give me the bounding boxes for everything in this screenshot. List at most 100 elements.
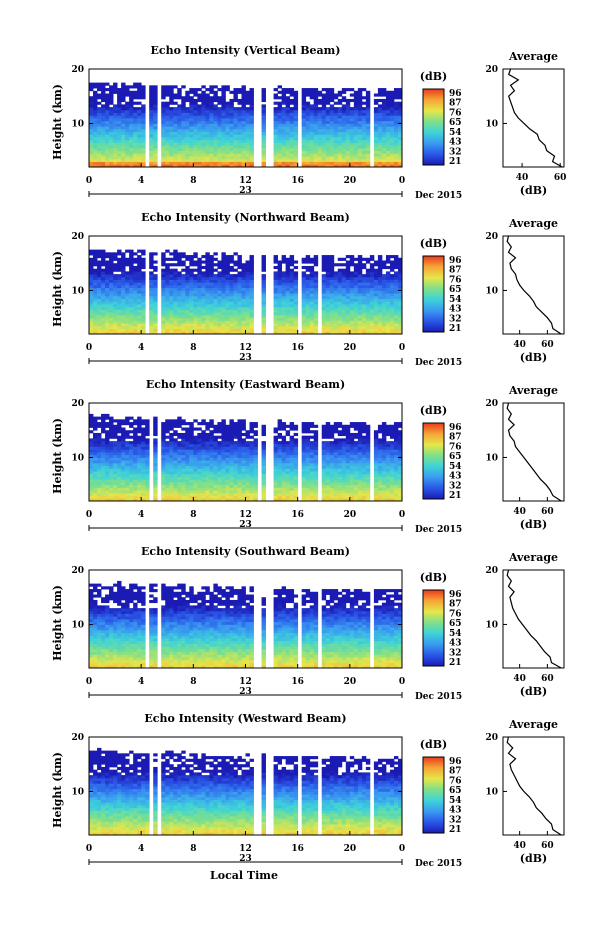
heatmap-cell	[181, 161, 186, 165]
heatmap-cell	[249, 268, 254, 272]
heatmap-cell	[217, 320, 222, 324]
heatmap-cell	[281, 158, 287, 162]
heatmap-cell	[153, 279, 158, 283]
heatmap-cell	[121, 252, 126, 256]
heatmap-cell	[141, 153, 146, 157]
heatmap-cell	[185, 306, 190, 310]
heatmap-cell	[221, 98, 226, 103]
heatmap-cell	[117, 449, 122, 453]
heatmap-cell	[177, 274, 182, 278]
heatmap-cell	[165, 479, 170, 483]
heatmap-cell	[193, 145, 198, 149]
heatmap-cell	[201, 306, 206, 310]
heatmap-cell	[113, 473, 118, 477]
heatmap-cell	[129, 317, 134, 321]
heatmap-cell	[381, 142, 387, 146]
heatmap-cell	[301, 153, 307, 157]
heatmap-cell	[133, 460, 138, 464]
heatmap-cell	[177, 255, 182, 259]
heatmap-cell	[313, 282, 319, 286]
heatmap-cell	[353, 314, 359, 319]
heatmap-cell	[133, 126, 138, 130]
heatmap-cell	[165, 156, 170, 160]
heatmap-cell	[97, 476, 102, 480]
heatmap-cell	[313, 96, 319, 100]
heatmap-cell	[357, 96, 363, 100]
heatmap-cell	[241, 282, 246, 286]
heatmap-cell	[393, 323, 399, 327]
heatmap-cell	[97, 115, 102, 119]
heatmap-cell	[209, 484, 214, 488]
heatmap-cell	[181, 295, 186, 300]
heatmap-cell	[193, 276, 198, 280]
heatmap-cell	[105, 462, 110, 467]
avg-y-tick-label: 20	[485, 232, 498, 242]
heatmap-cell	[365, 257, 371, 261]
heatmap-cell	[237, 331, 242, 335]
heatmap-cell	[173, 481, 178, 486]
heatmap-cell	[185, 441, 190, 445]
heatmap-cell	[101, 320, 106, 324]
heatmap-cell	[129, 298, 134, 302]
heatmap-cell	[117, 123, 122, 127]
heatmap-cell	[313, 150, 319, 154]
heatmap-cell	[177, 435, 182, 439]
heatmap-cell	[189, 498, 194, 502]
heatmap-cell	[97, 446, 102, 450]
heatmap-cell	[129, 104, 134, 108]
heatmap-cell	[161, 471, 166, 475]
heatmap-cell	[113, 487, 118, 491]
heatmap-cell	[141, 419, 146, 423]
heatmap-cell	[321, 115, 327, 119]
heatmap-cell	[221, 131, 226, 135]
heatmap-cell	[325, 279, 331, 283]
heatmap-cell	[121, 88, 126, 92]
heatmap-cell	[101, 422, 106, 426]
heatmap-cell	[109, 306, 114, 310]
heatmap-cell	[273, 290, 278, 294]
heatmap-cell	[237, 487, 242, 491]
heatmap-cell	[201, 156, 206, 160]
heatmap-cell	[225, 290, 230, 294]
heatmap-cell	[261, 104, 266, 108]
heatmap-cell	[189, 147, 194, 152]
heatmap-cell	[213, 441, 218, 445]
heatmap-cell	[221, 161, 226, 165]
heatmap-cell	[125, 276, 130, 280]
heatmap-cell	[101, 476, 106, 480]
heatmap-cell	[305, 287, 311, 291]
heatmap-cell	[249, 164, 254, 168]
heatmap-cell	[201, 164, 206, 168]
heatmap-cell	[205, 98, 210, 103]
heatmap-cell	[177, 492, 182, 496]
x-tick-label: 16	[291, 343, 304, 353]
heatmap-cell	[389, 158, 395, 162]
heatmap-cell	[209, 153, 214, 157]
heatmap-cell	[153, 134, 158, 138]
heatmap-cell	[225, 301, 230, 305]
heatmap-cell	[141, 158, 146, 162]
heatmap-cell	[277, 164, 283, 168]
heatmap-cell	[109, 301, 114, 305]
heatmap-cell	[237, 156, 242, 160]
heatmap-cell	[149, 134, 154, 138]
heatmap-cell	[185, 443, 190, 447]
heatmap-cell	[225, 320, 230, 324]
heatmap-cell	[153, 328, 158, 332]
heatmap-cell	[217, 161, 222, 165]
heatmap-cell	[293, 279, 299, 283]
heatmap-cell	[373, 161, 379, 165]
heatmap-cell	[121, 164, 126, 168]
heatmap-cell	[385, 304, 391, 308]
heatmap-cell	[229, 424, 234, 428]
heatmap-cell	[313, 271, 319, 275]
heatmap-cell	[225, 443, 230, 447]
heatmap-cell	[217, 147, 222, 152]
heatmap-cell	[165, 142, 170, 146]
heatmap-cell	[221, 293, 226, 297]
heatmap-cell	[337, 90, 343, 94]
heatmap-cell	[177, 287, 182, 291]
heatmap-cell	[285, 290, 291, 294]
heatmap-cell	[357, 115, 363, 119]
heatmap-cell	[213, 145, 218, 149]
